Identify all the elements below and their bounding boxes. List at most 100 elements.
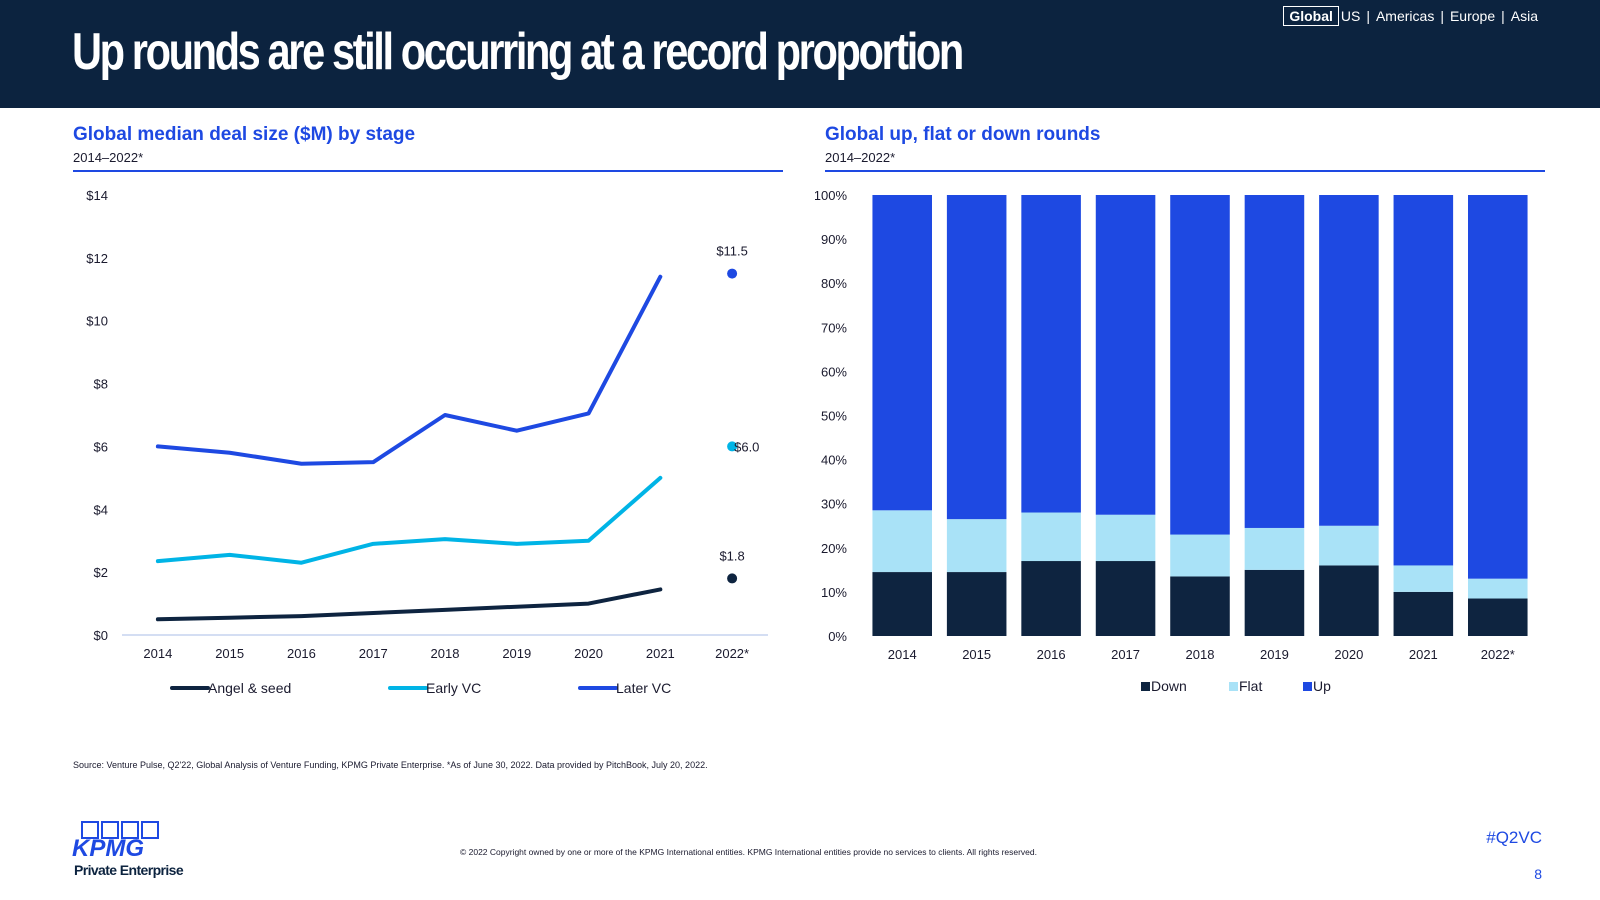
y-tick-label: 20% xyxy=(821,541,847,556)
rounds-chart-subtitle: 2014–2022* xyxy=(825,150,896,165)
y-tick-label: $10 xyxy=(86,314,108,329)
header-bar: Up rounds are still occurring at a recor… xyxy=(0,0,1600,108)
x-tick-label: 2022* xyxy=(715,646,749,661)
legend-label: Later VC xyxy=(616,680,671,696)
bar-segment-down xyxy=(1170,576,1230,636)
bar-segment-flat xyxy=(1393,565,1454,592)
nav-link-asia[interactable]: Asia xyxy=(1510,8,1538,24)
bar-segment-up xyxy=(1170,195,1230,535)
rounds-chart-rule xyxy=(825,170,1545,172)
bar-segment-down xyxy=(1393,591,1454,636)
bar-segment-down xyxy=(1468,598,1528,636)
series-line-early-vc xyxy=(155,475,663,565)
legend-label: Angel & seed xyxy=(208,680,291,696)
rounds-chart-title: Global up, flat or down rounds xyxy=(825,124,1101,145)
nav-separator: | xyxy=(1366,8,1370,24)
x-tick-label: 2014 xyxy=(888,647,917,662)
bar-segment-flat xyxy=(1244,527,1305,570)
bar-segment-up xyxy=(1021,195,1081,513)
bar-segment-down xyxy=(1319,565,1379,636)
nav-link-europe[interactable]: Europe xyxy=(1449,8,1496,24)
bar-segment-flat xyxy=(1468,578,1528,599)
legend-swatch xyxy=(1303,682,1312,691)
x-tick-label: 2015 xyxy=(215,646,244,661)
y-tick-label: $14 xyxy=(86,188,108,203)
deal-size-line-chart: $0 $2 $4 $6 $8 $10 $12 $14 2014 2015 2016 2017 2018 2… xyxy=(86,188,768,696)
legend-label: Up xyxy=(1313,678,1331,694)
deal-size-chart-header: Global median deal size ($M) by stage 20… xyxy=(73,124,783,172)
y-tick-label: 50% xyxy=(821,409,847,424)
nav-link-americas[interactable]: Americas xyxy=(1375,8,1435,24)
x-tick-label: 2018 xyxy=(431,646,460,661)
rounds-chart-header: Global up, flat or down rounds 2014–2022… xyxy=(825,124,1545,172)
y-tick-label: $2 xyxy=(94,565,108,580)
y-tick-label: 0% xyxy=(828,629,847,644)
data-label: $11.5 xyxy=(716,244,748,259)
rounds-stacked-bar-chart: 0% 10% 20% 30% 40% 50% 60% 70% 80% 90% 100% 2014 201… xyxy=(815,188,1528,694)
deal-size-chart-title: Global median deal size ($M) by stage xyxy=(73,124,416,145)
bar-segment-down xyxy=(1021,561,1081,636)
x-tick-label: 2015 xyxy=(962,647,991,662)
x-tick-label: 2019 xyxy=(1260,647,1289,662)
bar-segment-up xyxy=(872,195,932,511)
bar-segment-up xyxy=(1244,195,1305,528)
y-tick-label: $4 xyxy=(94,502,108,517)
bar-segment-flat xyxy=(946,519,1007,573)
y-tick-label: 10% xyxy=(821,585,847,600)
y-tick-label: $6 xyxy=(94,439,108,454)
legend-label: Early VC xyxy=(426,680,481,696)
x-tick-label: 2019 xyxy=(502,646,531,661)
nav-global-active[interactable]: Global xyxy=(1283,6,1339,26)
page-number: 8 xyxy=(1534,866,1542,882)
x-tick-label: 2017 xyxy=(359,646,388,661)
series-line-later-vc xyxy=(155,274,663,466)
y-tick-label: 60% xyxy=(821,364,847,379)
bar-segment-up xyxy=(1319,195,1379,526)
nav-separator: | xyxy=(1440,8,1444,24)
y-tick-label: 90% xyxy=(821,232,847,247)
y-tick-label: 100% xyxy=(815,188,847,203)
x-tick-label: 2016 xyxy=(1037,647,1066,662)
x-tick-label: 2014 xyxy=(143,646,172,661)
page-title: Up rounds are still occurring at a recor… xyxy=(72,23,964,81)
kpmg-logo: KPMG xyxy=(72,821,159,862)
y-tick-label: $0 xyxy=(94,628,108,643)
bar-segment-up xyxy=(1468,195,1528,579)
bar-segment-flat xyxy=(1170,534,1230,577)
series-line-angel-seed xyxy=(155,587,663,622)
bar-segment-up xyxy=(1393,195,1454,566)
y-tick-label: 80% xyxy=(821,276,847,291)
y-tick-label: 30% xyxy=(821,497,847,512)
deal-size-chart-subtitle: 2014–2022* xyxy=(73,150,144,165)
x-tick-label: 2021 xyxy=(646,646,675,661)
data-label: $6.0 xyxy=(734,439,759,454)
x-tick-label: 2016 xyxy=(287,646,316,661)
legend-swatch xyxy=(1229,682,1238,691)
x-tick-label: 2020 xyxy=(1334,647,1363,662)
y-tick-label: 70% xyxy=(821,320,847,335)
bar-segment-down xyxy=(946,572,1007,636)
y-tick-label: $12 xyxy=(86,251,108,266)
source-note: Source: Venture Pulse, Q2'22, Global Ana… xyxy=(73,760,708,770)
bar-segment-flat xyxy=(1021,512,1081,562)
bar-segment-down xyxy=(1244,569,1305,636)
bar-segment-up xyxy=(1095,195,1156,515)
kpmg-logo-text: KPMG xyxy=(72,835,144,862)
nav-link-us[interactable]: US xyxy=(1340,8,1361,24)
logo-subtitle: Private Enterprise xyxy=(74,862,184,878)
point-2022-early-vc xyxy=(727,441,738,452)
bar-segment-down xyxy=(1095,561,1156,636)
bar-segment-up xyxy=(946,195,1007,520)
x-tick-label: 2020 xyxy=(574,646,603,661)
copyright-notice: © 2022 Copyright owned by one or more of… xyxy=(460,847,1037,857)
region-nav: Global US | Americas | Europe | Asia xyxy=(1283,6,1538,26)
x-tick-label: 2021 xyxy=(1409,647,1438,662)
hashtag[interactable]: #Q2VC xyxy=(1486,828,1542,847)
legend-swatch xyxy=(1141,682,1150,691)
y-tick-label: 40% xyxy=(821,453,847,468)
point-2022-later-vc xyxy=(727,268,738,279)
legend-label: Down xyxy=(1151,678,1187,694)
x-tick-label: 2018 xyxy=(1186,647,1215,662)
x-tick-label: 2017 xyxy=(1111,647,1140,662)
bar-segment-flat xyxy=(1095,514,1156,562)
